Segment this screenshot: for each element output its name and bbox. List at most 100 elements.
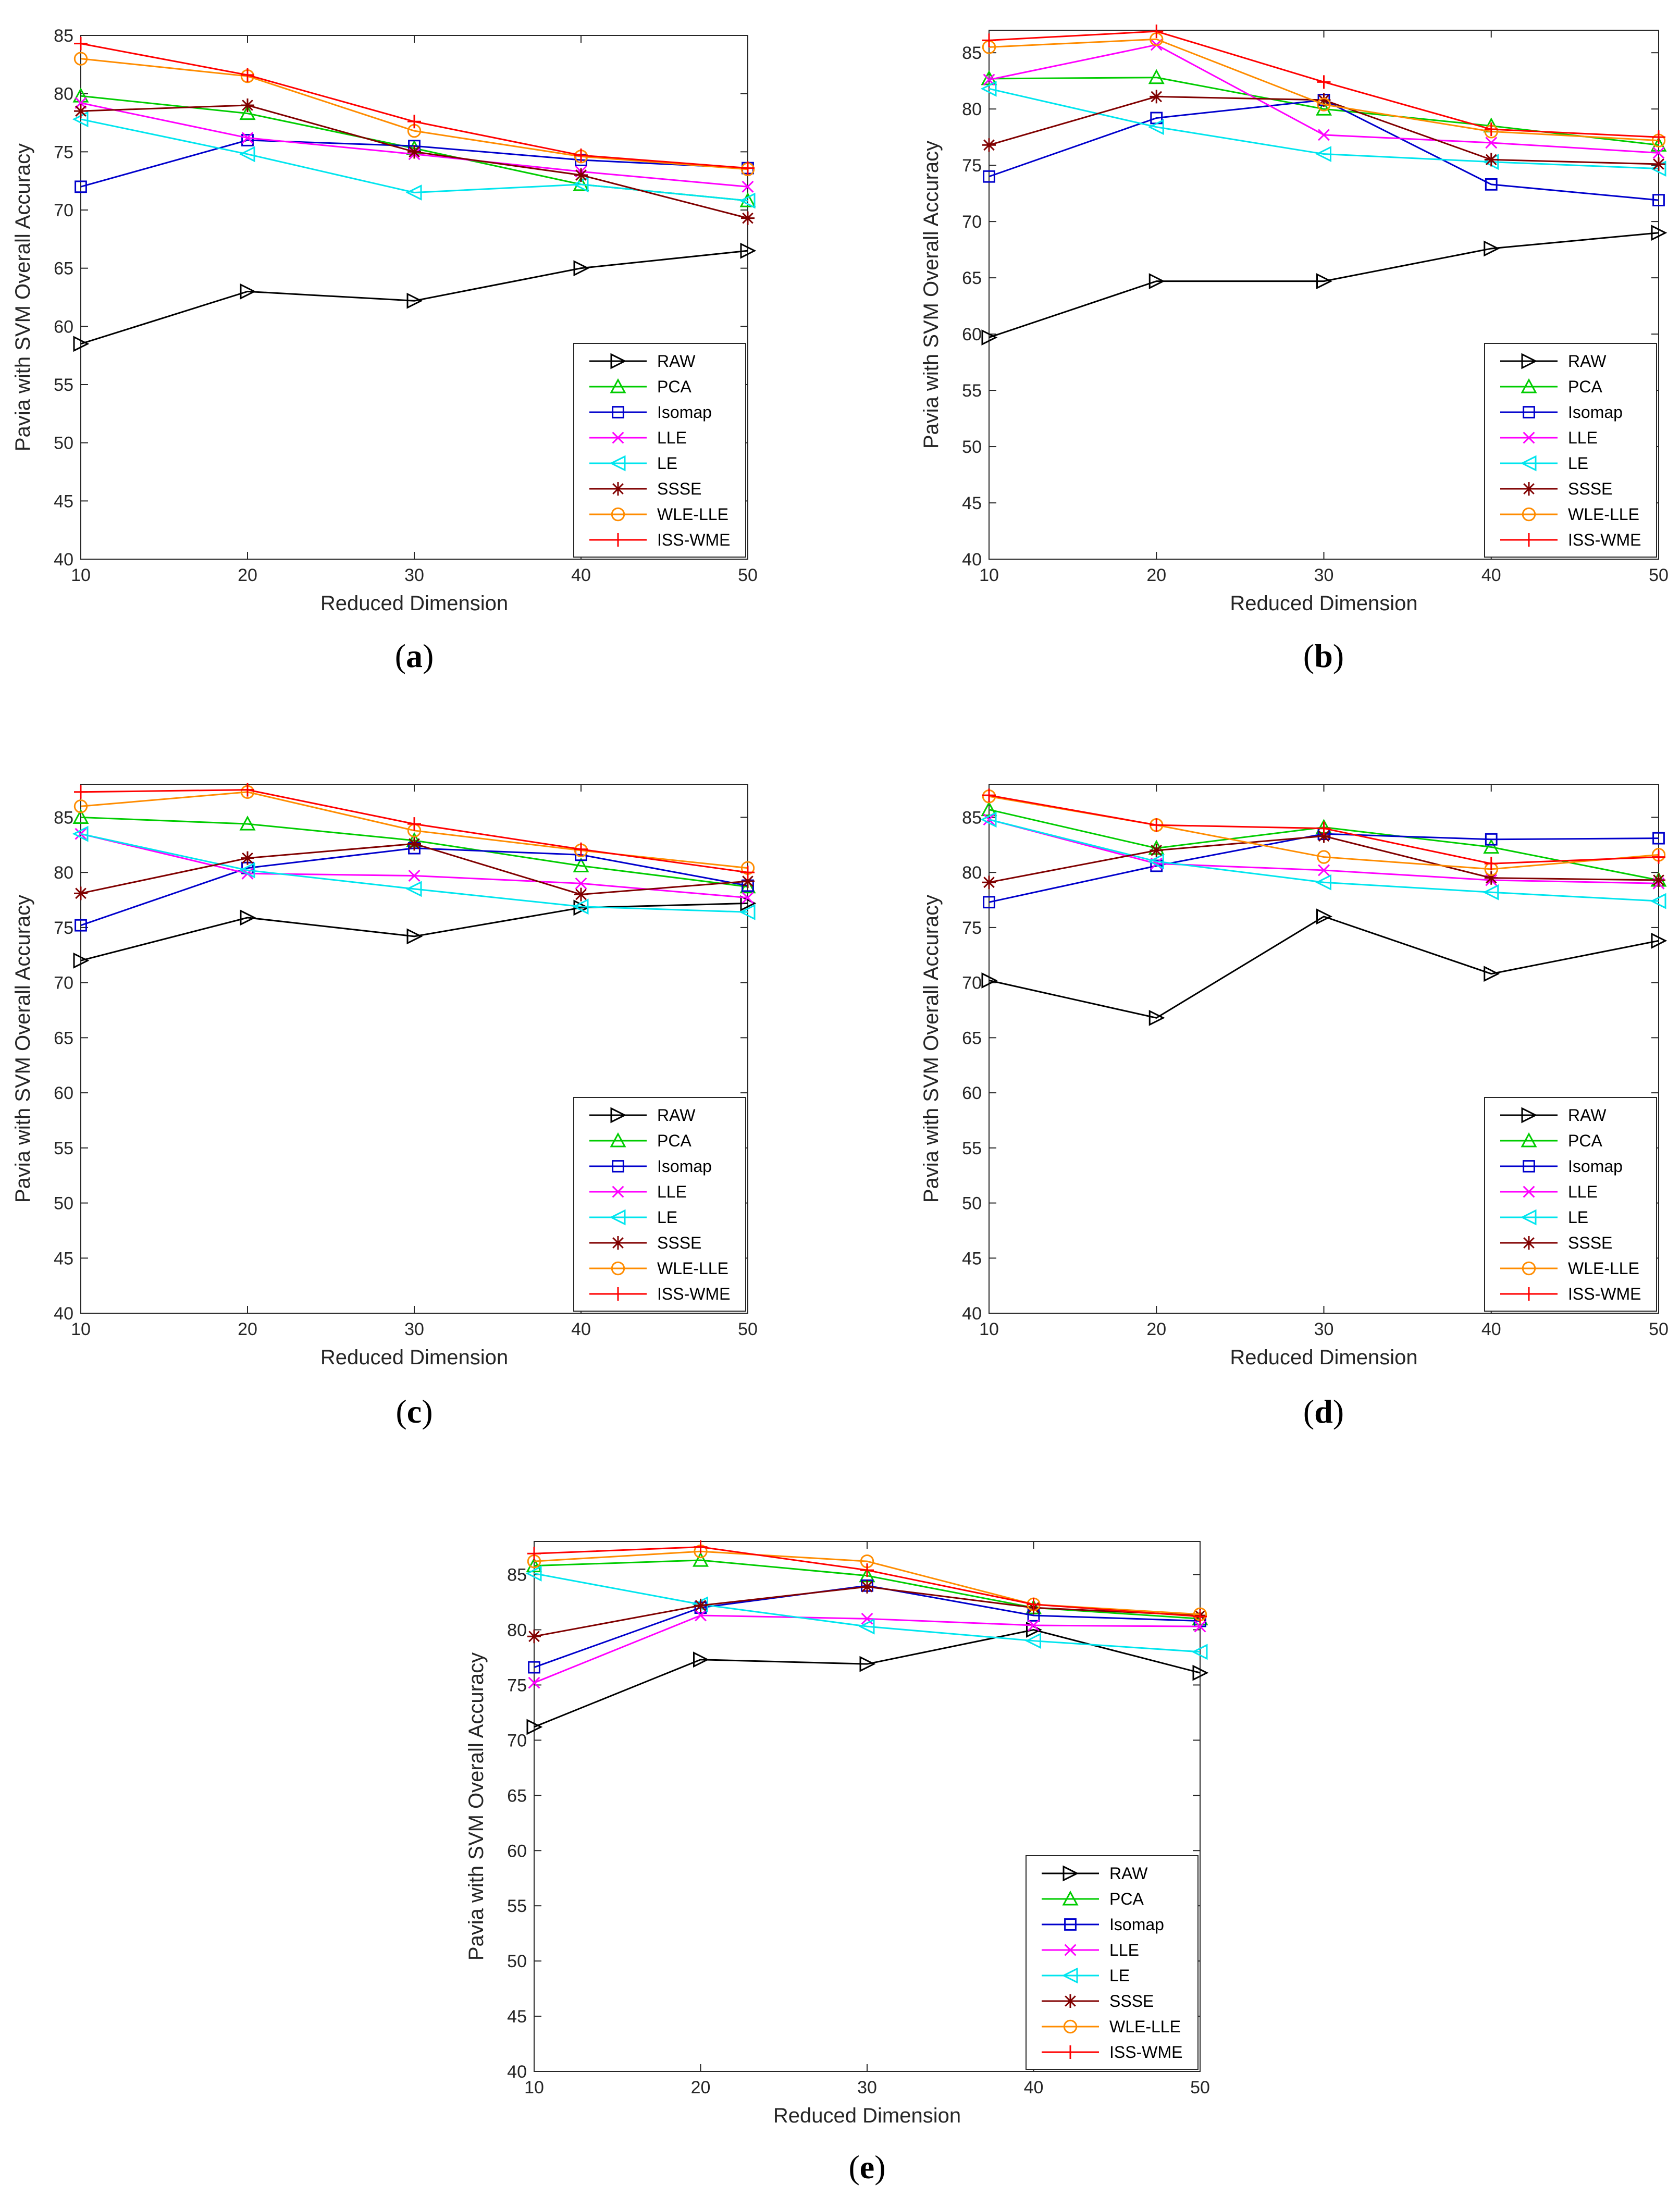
data-point-le <box>980 80 997 97</box>
legend-label: Isomap <box>1568 403 1623 422</box>
caption-letter: b <box>1314 637 1333 674</box>
y-tick-label: 80 <box>54 84 73 104</box>
data-point-ssse <box>1484 871 1498 885</box>
x-axis-label: Reduced Dimension <box>1230 592 1417 615</box>
series-raw <box>73 895 757 969</box>
data-point-iss-wme <box>1652 850 1665 864</box>
y-axis-label: Pavia with SVM Overall Accuracy <box>11 895 34 1203</box>
marker-x <box>1064 1944 1077 1956</box>
legend-entry-raw: RAW <box>589 1106 696 1125</box>
marker-triangle-left <box>572 898 589 915</box>
legend-entry-isomap: Isomap <box>1500 1157 1623 1176</box>
legend-label: ISS-WME <box>1568 1285 1641 1303</box>
y-tick-label: 50 <box>54 1194 73 1214</box>
series-ssse <box>982 829 1665 890</box>
marker-triangle-right <box>1484 240 1500 257</box>
data-point-iss-wme <box>1027 1597 1041 1611</box>
marker-triangle-right <box>406 928 423 945</box>
chart-panel-c: 10 20 30 40 50 40 45 50 55 60 65 70 75 80 85 Reduced Di… <box>11 783 758 1369</box>
y-tick-label: 45 <box>54 1249 73 1268</box>
marker-triangle-right <box>1148 1009 1165 1026</box>
legend-label: Isomap <box>657 1157 712 1176</box>
marker-circle <box>1063 2019 1078 2034</box>
data-point-ssse <box>741 874 755 888</box>
marker-triangle-right <box>526 1719 543 1735</box>
marker-triangle-right <box>573 260 590 277</box>
data-point-le <box>739 904 756 920</box>
marker-x <box>612 1186 624 1198</box>
marker-x <box>612 431 624 444</box>
data-point-lle <box>695 1609 707 1622</box>
legend-entry-ssse: SSSE <box>1500 1233 1612 1252</box>
y-tick-label: 60 <box>962 1083 982 1103</box>
series-line-wle-lle <box>80 58 748 170</box>
legend-box <box>1026 1855 1199 2070</box>
marker-triangle-left <box>239 146 255 163</box>
data-point-iss-wme <box>574 149 588 163</box>
legend-label: PCA <box>1568 1131 1602 1150</box>
marker-triangle-left <box>1147 119 1164 135</box>
x-tick-label: 50 <box>738 565 758 585</box>
legend-label: SSSE <box>1568 479 1612 498</box>
legend-label: WLE-LLE <box>657 505 728 524</box>
data-point-lle <box>1652 146 1665 159</box>
data-point-le <box>1191 1644 1208 1660</box>
legend-entry-ssse: SSSE <box>1500 479 1612 498</box>
data-point-isomap <box>75 180 87 193</box>
data-point-le <box>1483 884 1499 900</box>
marker-asterisk <box>860 1579 874 1594</box>
series-raw <box>73 242 757 352</box>
data-point-ssse <box>407 145 421 159</box>
data-point-isomap <box>528 1661 540 1674</box>
data-point-ssse <box>241 98 254 112</box>
x-axis-label: Reduced Dimension <box>773 2104 961 2127</box>
y-tick-label: 40 <box>54 1304 73 1324</box>
panel-caption-a: (a) <box>395 637 434 674</box>
marker-triangle-up <box>610 1132 626 1147</box>
series-lle <box>983 39 1665 159</box>
data-point-iss-wme <box>860 1563 874 1577</box>
y-tick-label: 65 <box>962 1028 982 1048</box>
x-axis-label: Reduced Dimension <box>1230 1346 1417 1369</box>
marker-triangle-up <box>1315 101 1332 116</box>
marker-triangle-right <box>1651 225 1667 241</box>
marker-x <box>1318 864 1330 877</box>
data-point-pca <box>981 70 997 85</box>
y-axis-label: Pavia with SVM Overall Accuracy <box>920 895 943 1203</box>
legend-label: LLE <box>1568 428 1598 447</box>
marker-x <box>1194 1620 1206 1633</box>
data-point-pca <box>526 1557 542 1573</box>
marker-triangle-up <box>573 857 589 873</box>
legend-entry-wle-lle: WLE-LLE <box>589 1259 728 1278</box>
legend-label: LE <box>1568 1208 1588 1227</box>
y-tick-label: 70 <box>507 1731 527 1750</box>
legend-label: LLE <box>1109 1941 1139 1959</box>
y-tick-label: 75 <box>507 1675 527 1695</box>
legend: RAW PCA Isomap LLE LE SSSE WLE-LLE ISS-WME <box>1484 343 1657 558</box>
legend-label: RAW <box>657 1106 696 1125</box>
marker-triangle-left <box>739 192 756 209</box>
marker-x <box>861 1612 873 1625</box>
legend-label: LLE <box>1568 1182 1598 1201</box>
marker-square <box>1064 1918 1077 1931</box>
y-tick-label: 50 <box>507 1952 527 1971</box>
data-point-raw <box>1484 966 1500 982</box>
marker-plus <box>527 1547 541 1561</box>
marker-triangle-right <box>981 972 998 989</box>
marker-square <box>1150 859 1163 872</box>
caption-open: ( <box>1303 637 1314 674</box>
data-point-lle <box>1318 129 1330 141</box>
marker-triangle-left <box>1483 884 1499 900</box>
data-point-ssse <box>527 1630 541 1644</box>
data-point-lle <box>528 1676 540 1689</box>
data-point-iss-wme <box>694 1540 708 1554</box>
marker-circle <box>611 507 625 522</box>
caption-close: ) <box>423 637 434 674</box>
marker-triangle-right <box>73 952 90 969</box>
legend-label: ISS-WME <box>657 530 730 549</box>
y-tick-label: 75 <box>962 918 982 938</box>
data-point-pca <box>72 809 89 824</box>
marker-triangle-right <box>981 329 998 345</box>
marker-triangle-left <box>609 1209 626 1226</box>
series-raw <box>981 225 1667 345</box>
